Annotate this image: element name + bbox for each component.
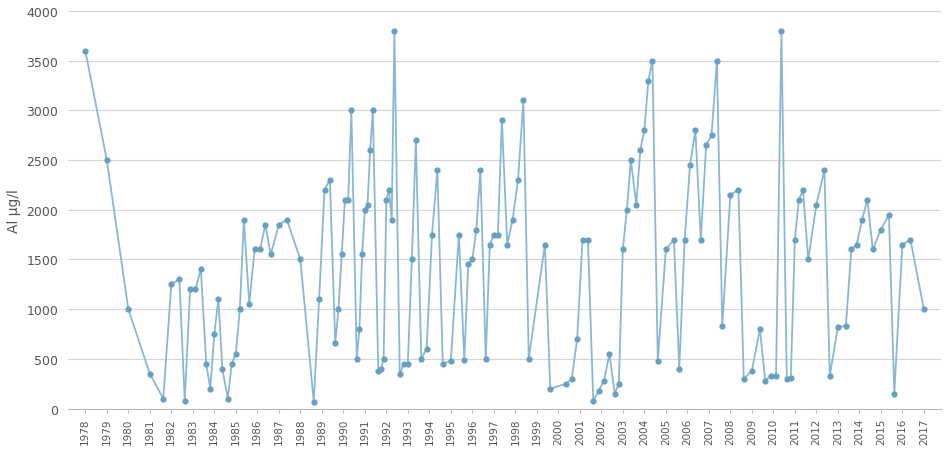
Y-axis label: Al μg/l: Al μg/l xyxy=(7,189,21,232)
